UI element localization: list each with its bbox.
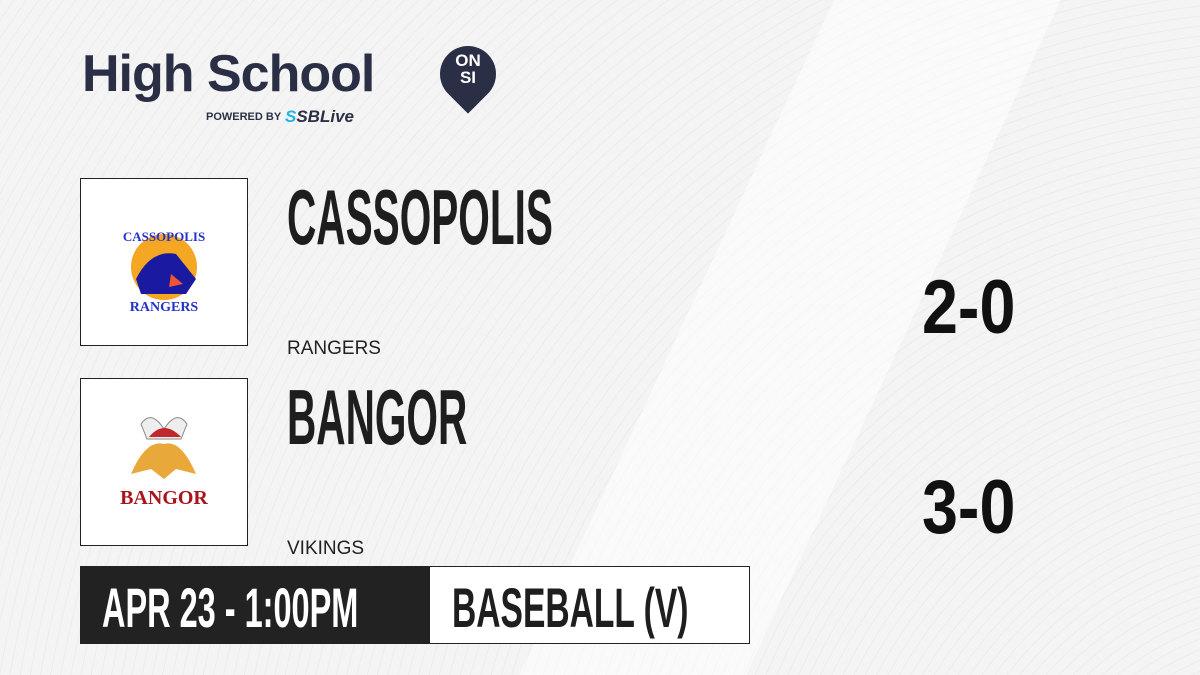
team-name: BANGOR bbox=[287, 373, 468, 461]
team-logo-cassopolis: CASSOPOLIS RANGERS bbox=[80, 178, 248, 346]
team-logo-bangor: BANGOR bbox=[80, 378, 248, 546]
brand-badge: ON SI bbox=[440, 52, 496, 86]
logo-text: BANGOR bbox=[120, 487, 208, 509]
team-record: 3-0 bbox=[922, 465, 1016, 550]
team-mascot: VIKINGS bbox=[287, 538, 365, 559]
logo-text-bottom: RANGERS bbox=[130, 300, 199, 315]
team-record: 2-0 bbox=[922, 265, 1016, 350]
partner-logo: SSBLive bbox=[285, 107, 354, 127]
brand-title: High School bbox=[82, 45, 375, 103]
powered-by-label: POWERED BY bbox=[206, 111, 282, 123]
game-datetime-box bbox=[80, 566, 430, 644]
team-mascot: RANGERS bbox=[287, 338, 381, 359]
game-datetime: APR 23 - 1:00PM bbox=[102, 576, 359, 639]
game-sport: BASEBALL (V) bbox=[452, 576, 689, 639]
partner-name: SBLive bbox=[296, 107, 354, 126]
background-decoration bbox=[380, 0, 1200, 675]
logo-text-top: CASSOPOLIS bbox=[123, 229, 205, 244]
badge-bottom: SI bbox=[459, 68, 477, 87]
badge-top: ON bbox=[455, 51, 481, 70]
team-name: CASSOPOLIS bbox=[287, 173, 553, 261]
partner-prefix: S bbox=[285, 107, 297, 126]
